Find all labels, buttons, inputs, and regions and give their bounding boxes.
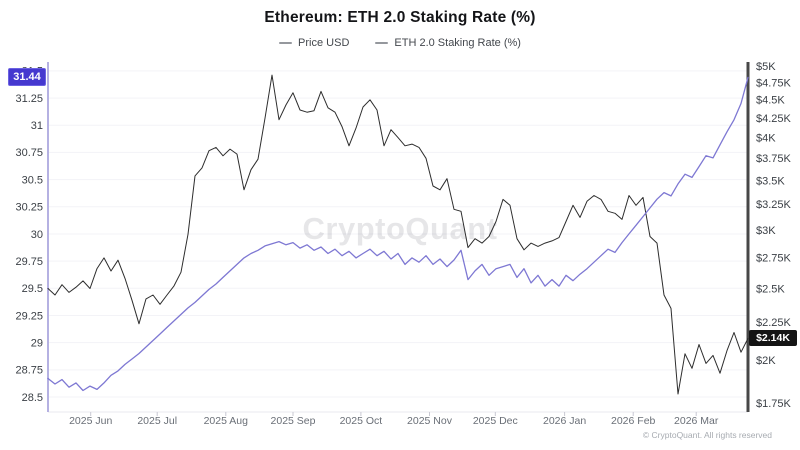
svg-text:2025 Jun: 2025 Jun — [69, 415, 112, 427]
svg-text:29.25: 29.25 — [15, 310, 43, 322]
svg-text:2025 Oct: 2025 Oct — [340, 415, 383, 427]
line-sample-icon — [279, 42, 293, 44]
legend-label: ETH 2.0 Staking Rate (%) — [394, 37, 521, 49]
svg-text:30.75: 30.75 — [15, 147, 43, 159]
svg-text:$2.25K: $2.25K — [756, 317, 792, 329]
svg-text:2026 Jan: 2026 Jan — [543, 415, 586, 427]
x-axis-ticks — [90, 412, 697, 416]
chart-title: Ethereum: ETH 2.0 Staking Rate (%) — [264, 9, 536, 26]
svg-text:$3.5K: $3.5K — [756, 175, 785, 187]
svg-text:$4.75K: $4.75K — [756, 77, 792, 89]
legend-item-price-usd[interactable]: Price USD — [279, 37, 349, 49]
legend-label: Price USD — [298, 37, 350, 49]
left-axis-labels: 28.5 28.75 29 29.25 29.5 29.75 30 30.25 30.5 30.7… — [15, 66, 43, 404]
svg-text:28.5: 28.5 — [22, 392, 43, 404]
svg-text:$2.75K: $2.75K — [756, 253, 792, 265]
y-gridlines — [48, 70, 748, 398]
right-axis-current-value-badge: $2.14K — [749, 330, 797, 347]
svg-text:30: 30 — [31, 229, 43, 241]
svg-text:28.75: 28.75 — [15, 365, 43, 377]
svg-text:2025 Jul: 2025 Jul — [137, 415, 177, 427]
svg-text:$4.25K: $4.25K — [756, 113, 792, 125]
svg-text:2026 Feb: 2026 Feb — [611, 415, 656, 427]
line-sample-icon — [375, 42, 389, 44]
svg-text:29.75: 29.75 — [15, 256, 43, 268]
svg-text:29.5: 29.5 — [22, 283, 43, 295]
svg-text:2025 Nov: 2025 Nov — [407, 415, 453, 427]
svg-text:$2K: $2K — [756, 355, 776, 367]
svg-text:$3K: $3K — [756, 225, 776, 237]
legend: Price USD ETH 2.0 Staking Rate (%) — [0, 37, 800, 49]
right-axis-labels: $1.75K $2K $2.25K $2.5K $2.75K $3K $3.25K $3.5K… — [756, 61, 792, 410]
svg-text:$4K: $4K — [756, 132, 776, 144]
svg-text:31.25: 31.25 — [15, 93, 43, 105]
svg-text:2026 Mar: 2026 Mar — [674, 415, 719, 427]
svg-text:30.5: 30.5 — [22, 174, 43, 186]
svg-text:$3.25K: $3.25K — [756, 199, 792, 211]
svg-text:30.25: 30.25 — [15, 202, 43, 214]
svg-text:2025 Aug: 2025 Aug — [204, 415, 249, 427]
svg-text:29: 29 — [31, 337, 43, 349]
svg-text:2025 Sep: 2025 Sep — [271, 415, 316, 427]
svg-text:31: 31 — [31, 120, 43, 132]
left-axis-current-value-badge: 31.44 — [8, 68, 46, 87]
svg-text:$5K: $5K — [756, 61, 776, 73]
svg-text:$2.5K: $2.5K — [756, 283, 785, 295]
svg-text:$3.75K: $3.75K — [756, 153, 792, 165]
price-line — [47, 74, 749, 395]
x-axis-labels: 2025 Jun 2025 Jul 2025 Aug 2025 Sep 2025 Oct… — [69, 415, 719, 427]
legend-item-staking-rate[interactable]: ETH 2.0 Staking Rate (%) — [375, 37, 521, 49]
svg-text:2025 Dec: 2025 Dec — [473, 415, 518, 427]
svg-text:$1.75K: $1.75K — [756, 398, 792, 410]
staking-rate-line — [47, 76, 749, 392]
svg-text:$4.5K: $4.5K — [756, 95, 785, 107]
copyright-notice: © CryptoQuant. All rights reserved — [642, 430, 772, 440]
